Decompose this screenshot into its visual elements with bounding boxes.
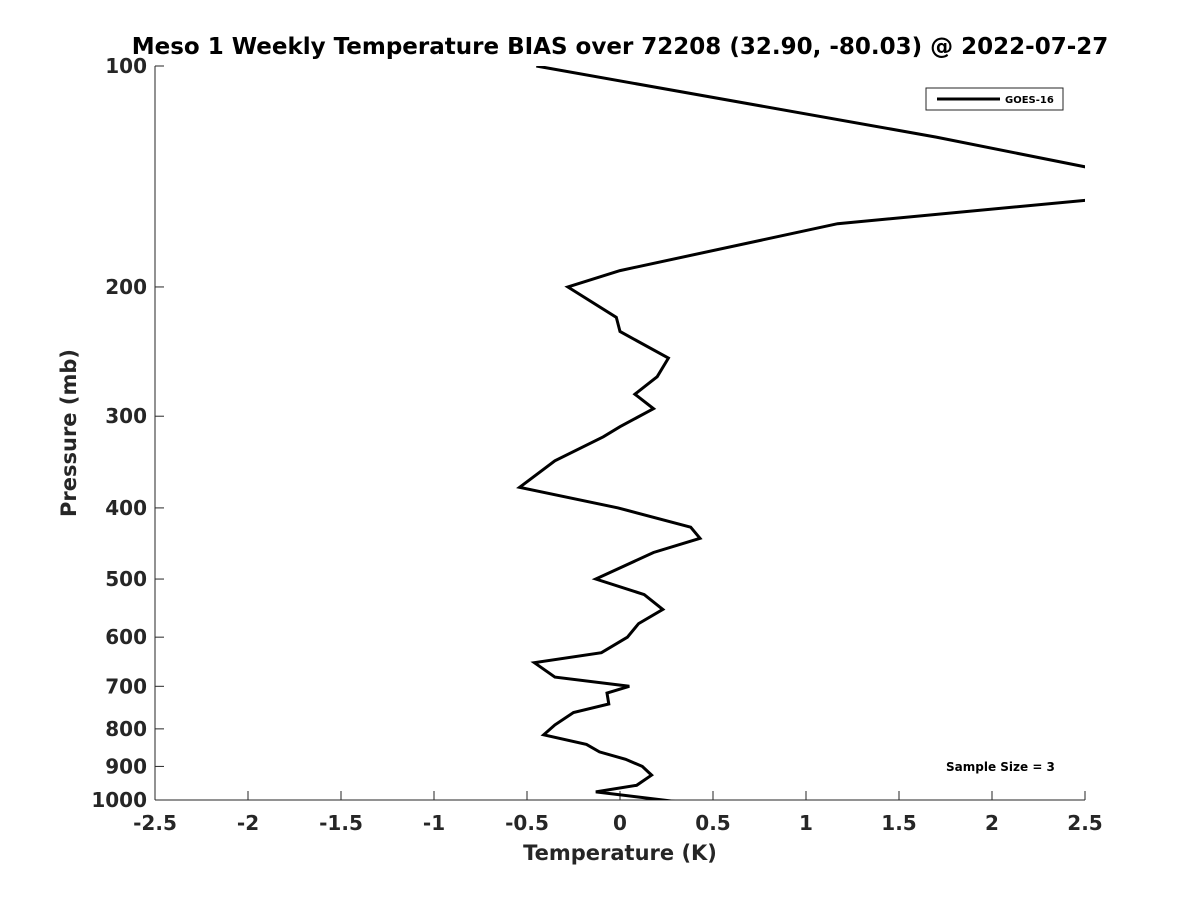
sample-size-annotation: Sample Size = 3: [946, 760, 1055, 774]
chart-title: Meso 1 Weekly Temperature BIAS over 7220…: [132, 34, 1109, 60]
legend-label-goes16: GOES-16: [1005, 95, 1054, 106]
y-tick-label: 500: [105, 567, 147, 591]
x-tick-label: -2.5: [133, 811, 177, 835]
x-ticks: -2.5 -2 -1.5 -1 -0.5 0 0.5 1 1.5 2 2.5: [133, 791, 1103, 835]
x-tick-label: 0: [613, 811, 627, 835]
x-tick-label: 1.5: [881, 811, 916, 835]
y-tick-label: 900: [105, 754, 147, 778]
y-tick-label: 1000: [91, 788, 147, 812]
y-axis-label: Pressure (mb): [57, 349, 81, 517]
y-tick-label: 400: [105, 496, 147, 520]
series-line-goes-16: [516, 66, 1085, 800]
y-tick-label: 300: [105, 404, 147, 428]
x-tick-label: 2: [985, 811, 999, 835]
x-tick-label: 0.5: [695, 811, 730, 835]
x-tick-label: 2.5: [1067, 811, 1102, 835]
legend: GOES-16: [925, 87, 1064, 111]
y-ticks: 100 200 300 400 500 600 700 800 900 1000: [91, 54, 164, 812]
y-tick-label: 100: [105, 54, 147, 78]
x-tick-label: -0.5: [505, 811, 549, 835]
y-tick-label: 200: [105, 275, 147, 299]
x-tick-label: -1.5: [319, 811, 363, 835]
x-axis-label: Temperature (K): [523, 841, 717, 865]
x-tick-label: 1: [799, 811, 813, 835]
x-tick-label: -1: [423, 811, 445, 835]
y-tick-label: 600: [105, 625, 147, 649]
y-tick-label: 800: [105, 717, 147, 741]
y-tick-label: 700: [105, 674, 147, 698]
x-tick-label: -2: [237, 811, 259, 835]
series-group: [516, 66, 1085, 800]
